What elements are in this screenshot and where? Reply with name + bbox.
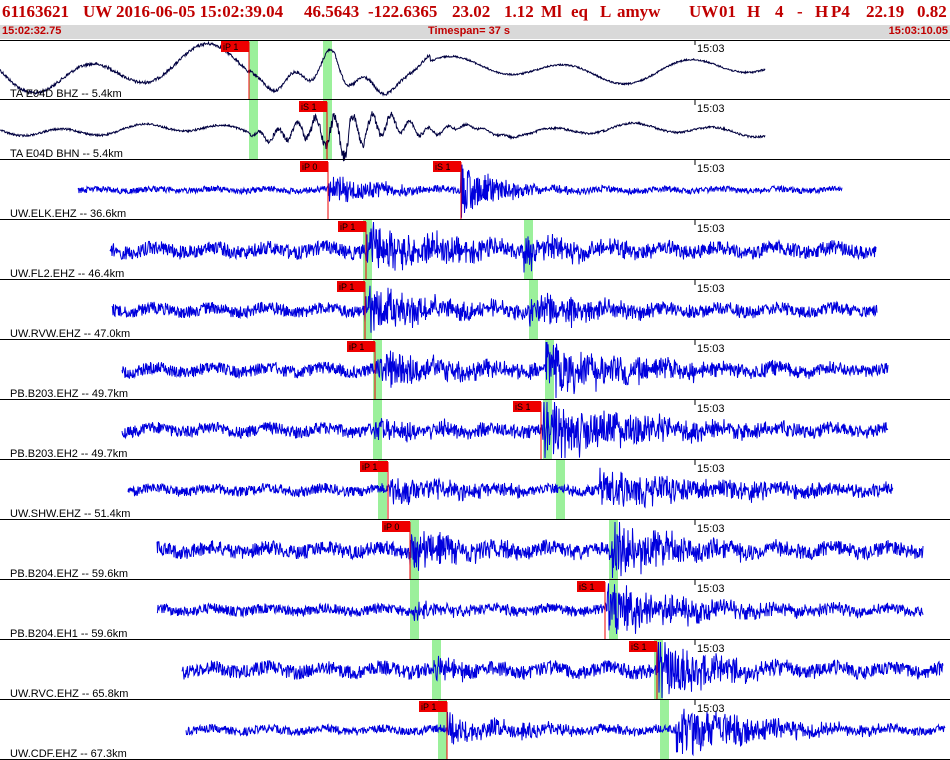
phase-window-10-0 [432,640,441,700]
tick-label-2: 15:03 [697,163,725,175]
pick-label-0-0: iP 1 [223,42,238,52]
event-header: 61163621 UW 2016-06-05 15:02:39.04 46.56… [0,0,950,40]
waveform-trace-4[interactable] [111,285,878,333]
waveform-trace-2[interactable] [77,164,843,218]
channel-label-0: TA E04D BHZ -- 5.4km [10,88,122,100]
channel-label-7: UW.SHW.EHZ -- 51.4km [10,508,130,520]
timespan-label: Timespan= 37 s [428,25,511,37]
waveform-trace-7[interactable] [127,467,894,509]
seismogram-traces[interactable]: iP 1 15:03 TA E04D BHZ -- 5.4km iS 1 15:03 TA… [0,40,950,760]
pick-label-3-0: iP 1 [340,222,355,232]
tick-label-8: 15:03 [697,523,725,535]
tick-label-1: 15:03 [697,103,725,115]
seismogram-panel[interactable]: iP 1 15:03 TA E04D BHZ -- 5.4km iS 1 15:03 TA… [0,40,950,760]
header-h: H [747,2,761,21]
tick-label-6: 15:03 [697,403,725,415]
end-time: 15:03:10.05 [888,25,948,37]
event-depth: 23.02 [452,2,491,21]
header-dash: - [797,2,803,21]
header-p4: P4 [831,2,850,21]
header-value-1: 22.19 [866,2,905,21]
pick-flag-11-0[interactable] [419,701,447,712]
pick-label-5-0: iP 1 [349,342,364,352]
pick-flag-8-0[interactable] [382,521,410,532]
waveform-trace-3[interactable] [109,221,877,273]
pick-flag-3-0[interactable] [338,221,366,232]
tick-label-4: 15:03 [697,283,725,295]
pick-flag-5-0[interactable] [347,341,375,352]
phase-window-1-0 [249,100,258,160]
waveform-trace-1[interactable] [0,111,766,162]
tick-label-7: 15:03 [697,463,725,475]
waveform-trace-10[interactable] [181,641,944,699]
pick-label-2-0: iP 0 [302,162,317,172]
tick-label-0: 15:03 [697,43,725,55]
header-value-2: 0.82 [917,2,947,21]
channel-label-10: UW.RVC.EHZ -- 65.8km [10,688,128,700]
pick-label-11-0: iP 1 [421,702,436,712]
time-bar: 15:02:32.75 Timespan= 37 s 15:03:10.05 [0,25,950,39]
pick-label-2-1: iS 1 [435,162,451,172]
event-id: 61163621 [2,2,70,21]
tick-label-11: 15:03 [697,703,725,715]
event-latitude: 46.5643 [304,2,360,21]
event-datetime: 2016-06-05 15:02:39.04 [116,2,284,21]
tick-label-3: 15:03 [697,223,725,235]
pick-label-6-0: iS 1 [515,402,531,412]
phase-window-0-0 [249,40,258,100]
pick-label-4-0: iP 1 [339,282,354,292]
event-type: eq [571,2,588,21]
pick-label-8-0: iP 0 [384,522,399,532]
version-number: 01 [719,2,736,21]
waveform-trace-11[interactable] [185,708,946,757]
waveform-trace-0[interactable] [0,40,766,97]
pick-label-7-0: iP 1 [362,462,377,472]
event-summary-line: 61163621 UW 2016-06-05 15:02:39.04 46.56… [0,2,950,24]
tick-label-9: 15:03 [697,583,725,595]
waveform-trace-8[interactable] [156,521,924,579]
pick-flag-1-0[interactable] [299,101,327,112]
event-network: UW [83,2,113,21]
event-longitude: -122.6365 [368,2,438,21]
channel-label-11: UW.CDF.EHZ -- 67.3km [10,748,127,760]
channel-label-6: PB.B203.EH2 -- 49.7km [10,448,127,460]
channel-label-3: UW.FL2.EHZ -- 46.4km [10,268,124,280]
pick-flag-2-1[interactable] [433,161,461,172]
tick-label-5: 15:03 [697,343,725,355]
phase-window-11-1 [660,700,669,760]
pick-label-9-0: iS 1 [579,582,595,592]
event-magnitude-type: Ml [541,2,562,21]
waveform-trace-6[interactable] [121,401,889,459]
header-h2: H [815,2,829,21]
channel-label-8: PB.B204.EHZ -- 59.6km [10,568,128,580]
pick-label-1-0: iS 1 [301,102,317,112]
channel-label-9: PB.B204.EH1 -- 59.6km [10,628,127,640]
pick-label-10-0: iS 1 [631,642,647,652]
waveform-trace-9[interactable] [156,583,924,635]
pick-flag-4-0[interactable] [337,281,365,292]
channel-label-2: UW.ELK.EHZ -- 36.6km [10,208,126,220]
pick-flag-6-0[interactable] [513,401,541,412]
channel-label-1: TA E04D BHN -- 5.4km [10,148,123,160]
pick-flag-9-0[interactable] [577,581,605,592]
auth-network: UW [689,2,719,21]
analyst-name: amyw [617,2,661,21]
waveform-trace-5[interactable] [121,341,889,399]
tick-label-10: 15:03 [697,643,725,655]
review-flag: L [600,2,612,21]
channel-label-4: UW.RVW.EHZ -- 47.0km [10,328,130,340]
phase-window-4-1 [529,280,538,340]
pick-flag-7-0[interactable] [360,461,388,472]
pick-flag-10-0[interactable] [629,641,657,652]
station-count: 4 [775,2,784,21]
event-magnitude: 1.12 [504,2,534,21]
pick-flag-2-0[interactable] [300,161,328,172]
start-time: 15:02:32.75 [2,25,62,37]
channel-label-5: PB.B203.EHZ -- 49.7km [10,388,128,400]
phase-window-0-1 [323,40,332,100]
pick-flag-0-0[interactable] [221,41,249,52]
